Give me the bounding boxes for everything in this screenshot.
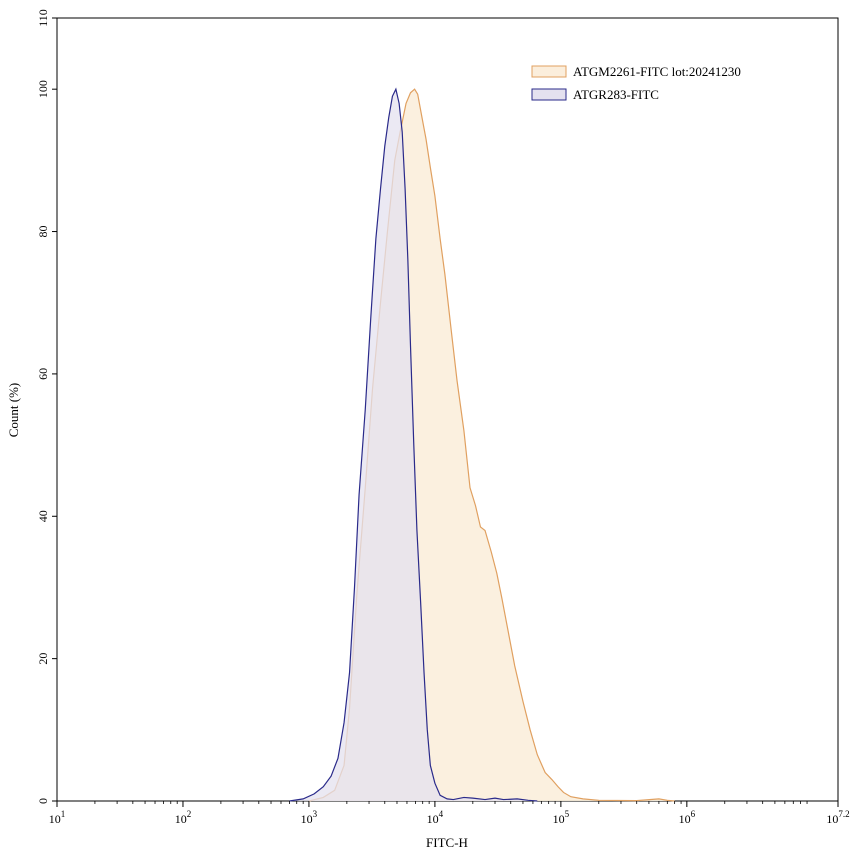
y-tick-label: 0 — [36, 798, 50, 804]
x-axis-title: FITC-H — [426, 835, 468, 850]
legend-label: ATGR283-FITC — [573, 87, 659, 102]
x-tick-label: 106 — [679, 809, 696, 826]
legend: ATGM2261-FITC lot:20241230 ATGR283-FITC — [531, 64, 741, 102]
series-line-1 — [289, 87, 538, 802]
y-tick-label: 60 — [36, 368, 50, 380]
x-tick-label: 103 — [301, 809, 318, 826]
legend-swatch — [531, 65, 567, 78]
legend-label: ATGM2261-FITC lot:20241230 — [573, 64, 741, 79]
x-tick-label: 101 — [49, 809, 66, 826]
x-tick-label: 104 — [427, 809, 444, 826]
y-tick-label: 40 — [36, 510, 50, 522]
y-tick-label: 100 — [36, 80, 50, 98]
series-layer — [289, 87, 675, 802]
y-tick-label: 20 — [36, 653, 50, 665]
y-axis-title: Count (%) — [6, 383, 21, 438]
x-tick-label: 105 — [553, 809, 570, 826]
x-tick-label: 102 — [175, 809, 192, 826]
x-tick-label: 107.2 — [826, 809, 849, 826]
axis-layer: 0 20 40 60 80 100 110 101 102 103 104 105 106 107.2 — [36, 9, 850, 826]
legend-swatch — [531, 88, 567, 101]
y-tick-label: 110 — [36, 9, 50, 27]
y-tick-label: 80 — [36, 226, 50, 238]
